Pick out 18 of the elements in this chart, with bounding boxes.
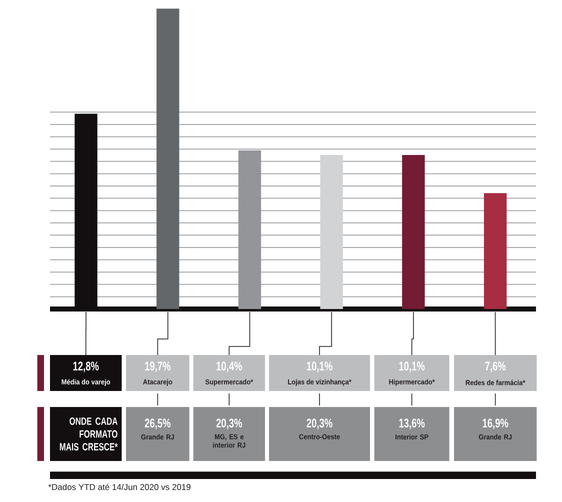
bar (402, 154, 425, 309)
bar (484, 193, 507, 309)
bar (156, 8, 180, 309)
text: 26,5% (144, 418, 171, 430)
data-label: 10,4% (216, 362, 242, 372)
text: 20,3% (216, 418, 242, 430)
data-label: 12,8% (73, 362, 99, 372)
bar (320, 154, 343, 309)
text: 20,3% (306, 418, 332, 430)
data-label: 19,7% (145, 362, 171, 372)
text: 16,9% (482, 418, 508, 430)
text: ONDE CADA FORMATO MAIS CRESCE* (60, 417, 118, 451)
data-label: 7,6% (485, 362, 506, 372)
data-label: 10,1% (399, 362, 425, 372)
text: 13,6% (399, 418, 425, 430)
text: *Dados YTD até 14/Jun 2020 vs 2019 (48, 484, 190, 490)
bar (238, 150, 262, 309)
data-label: 10,1% (306, 362, 332, 372)
